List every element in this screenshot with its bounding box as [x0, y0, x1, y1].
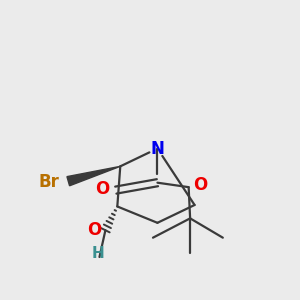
Text: Br: Br — [38, 173, 59, 191]
Text: O: O — [95, 180, 110, 198]
Text: H: H — [92, 246, 104, 261]
Polygon shape — [67, 166, 120, 186]
Text: O: O — [87, 221, 101, 239]
Text: N: N — [151, 140, 164, 158]
Text: O: O — [193, 176, 207, 194]
